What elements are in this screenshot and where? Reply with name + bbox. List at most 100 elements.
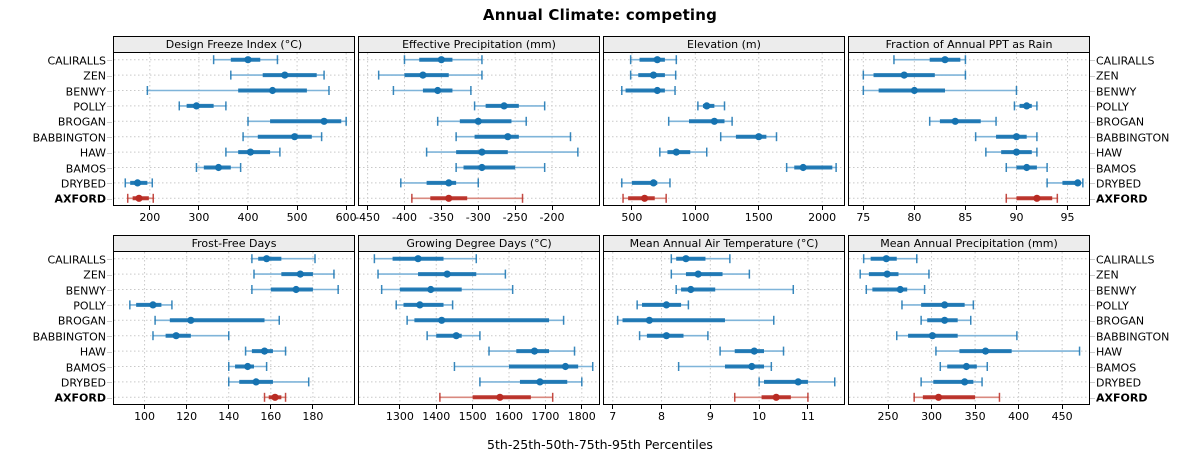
axis-tick-label: 200 (139, 211, 161, 224)
percentile-series-drybed (758, 377, 836, 387)
median-dot (292, 285, 300, 294)
percentile-series-zen (859, 269, 930, 279)
percentile-series-benwy (862, 86, 1018, 95)
median-dot (438, 316, 446, 324)
percentile-series-zen (377, 269, 507, 279)
median-dot (149, 301, 157, 309)
percentile-series-polly (395, 300, 454, 310)
median-dot (496, 393, 504, 401)
row-tick-stub (107, 75, 112, 77)
axis-tick-mark (514, 206, 516, 210)
panel-plot-area-growing-degree-days-c (359, 252, 599, 404)
axis-tick-label: -400 (391, 211, 417, 224)
row-tick-stub (1090, 121, 1095, 123)
axis-tick-label: 2000 (808, 211, 837, 224)
axis-tick-mark (296, 206, 298, 210)
station-label-haw: HAW (1096, 345, 1123, 359)
median-dot (414, 255, 422, 263)
percentile-series-benwy (146, 86, 330, 95)
median-dot (427, 285, 435, 294)
panel-strip-growing-degree-days-c: Growing Degree Days (°C) (358, 235, 600, 252)
percentile-series-polly (636, 300, 690, 310)
percentile-series-babbington (152, 331, 230, 341)
median-dot (772, 393, 780, 401)
axis-tick-label: 1500 (744, 211, 773, 224)
station-label-bamos: BAMOS (1096, 361, 1137, 374)
percentile-series-axford (263, 392, 287, 402)
station-label-brogan: BROGAN (57, 115, 106, 129)
axis-tick-mark (198, 206, 200, 210)
percentile-series-polly (697, 101, 726, 111)
percentile-series-polly (901, 300, 975, 310)
station-label-drybed: DRYBED (1096, 177, 1142, 191)
panel-frost-free-days (113, 251, 355, 405)
axis-tick-label: 90 (1009, 211, 1024, 224)
percentile-series-haw (425, 147, 579, 157)
row-tick-stub (1090, 137, 1095, 139)
median-dot (252, 378, 260, 386)
percentile-series-polly (178, 101, 227, 111)
station-labels-left-top: CALIRALLS ZEN BENWY POLLY BROGAN BABBINGTON HA… (0, 53, 106, 207)
panel-strip-mean-annual-air-temperature-c: Mean Annual Air Temperature (°C) (603, 235, 845, 252)
row-tick-stub (1090, 60, 1095, 62)
row-tick-stub (107, 290, 112, 291)
median-dot (452, 332, 460, 340)
median-dot (500, 102, 508, 110)
row-tick-stub (1090, 274, 1095, 276)
axis-tick-mark (435, 405, 437, 409)
axis-tick-mark (144, 405, 146, 409)
percentile-series-haw (244, 346, 287, 356)
median-dot (748, 362, 756, 371)
median-dot (750, 347, 758, 355)
axis-tick-mark (149, 206, 151, 210)
axis-tick-label: -200 (539, 211, 565, 224)
median-dot (694, 270, 702, 278)
axis-tick-label: 500 (286, 211, 308, 224)
percentile-series-bamos (195, 163, 242, 172)
axis-tick-label: 1400 (422, 410, 451, 423)
median-dot (246, 148, 255, 156)
median-dot (187, 316, 195, 324)
axis-tick-label: 500 (621, 211, 643, 224)
axis-tick-label: 450 (1051, 410, 1073, 423)
percentile-series-benwy (392, 86, 472, 95)
percentile-series-bamos (939, 362, 989, 371)
percentile-series-babbington (455, 132, 572, 142)
median-dot (1023, 163, 1031, 172)
percentile-series-axford (1005, 193, 1059, 203)
row-tick-stubs-right-bottom (1090, 252, 1095, 406)
axis-tick-mark (887, 405, 889, 409)
median-dot (951, 117, 959, 125)
percentile-series-caliralls (893, 55, 967, 65)
axis-tick-label: 95 (1060, 211, 1075, 224)
axis-tick-label: 300 (921, 410, 943, 423)
row-tick-stub (1090, 198, 1095, 200)
row-tick-stub (107, 320, 112, 322)
axis-tick-mark (247, 206, 249, 210)
row-tick-stub (107, 168, 112, 169)
axis-tick-mark (821, 206, 823, 210)
percentile-series-polly (1013, 101, 1038, 111)
row-tick-stub (107, 336, 112, 338)
station-label-babbington: BABBINGTON (1096, 330, 1170, 344)
station-label-polly: POLLY (1096, 100, 1129, 114)
panel-mean-annual-air-temperature-c (603, 251, 845, 405)
axis-ticks-effective-precipitation-mm: -450 -400 -350 -300 -250 -200 (355, 206, 600, 228)
median-dot (910, 86, 918, 95)
percentile-series-drybed (621, 178, 671, 188)
panel-fraction-of-annual-ppt-as-rain (848, 52, 1090, 206)
percentile-series-brogan (406, 315, 565, 325)
median-dot (928, 332, 937, 340)
percentiles-caption: 5th-25th-50th-75th-95th Percentiles (487, 437, 713, 452)
percentile-series-axford (126, 193, 155, 203)
axis-tick-mark (1015, 206, 1017, 210)
row-tick-stub (1090, 382, 1095, 384)
percentile-series-babbington (719, 132, 778, 142)
row-tick-stub (1090, 320, 1095, 322)
station-label-bamos: BAMOS (65, 361, 106, 374)
percentile-series-caliralls (862, 254, 918, 264)
axis-tick-label: 140 (218, 410, 240, 423)
axis-tick-mark (367, 206, 369, 210)
panel-plot-area-effective-precipitation-mm (359, 53, 599, 205)
row-tick-stub (107, 198, 112, 200)
